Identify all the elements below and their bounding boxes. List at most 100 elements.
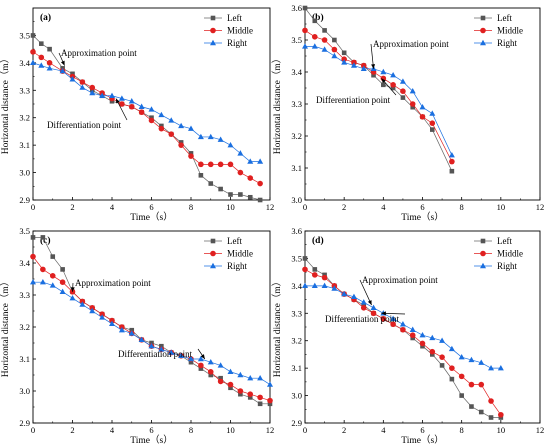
panel-label: (c) [40,235,51,246]
data-point-left [381,82,386,88]
series-line-left [32,35,261,201]
y-tick-label: 3.4 [19,58,30,68]
annotation-label: Differentiation point [47,120,122,130]
data-point-middle [311,34,318,40]
data-point-middle [89,84,96,91]
x-tick-label: 8 [460,425,464,435]
x-tick-label: 8 [189,202,193,212]
x-axis-label: Time（s） [130,211,172,223]
data-point-middle [400,88,406,94]
data-point-left [60,267,65,272]
data-point-right [237,371,244,378]
data-point-middle [302,266,308,273]
data-point-middle [321,274,328,281]
annotation-arrowhead [381,311,386,316]
y-tick-label: 3.1 [291,163,302,173]
chart-panel-0: 0 2 4 6 8 10 12 2.9 3.0 3.1 3.2 3.3 3.4 3.5 Time（s） Hor… [0,7,274,223]
data-point-right [321,282,328,289]
data-point-right [419,332,426,338]
x-tick-label: 12 [266,425,275,435]
data-point-right [331,285,338,291]
data-point-right [429,110,436,116]
data-point-right [390,72,397,78]
data-point-left [449,168,455,174]
data-point-right [497,364,504,371]
y-tick-label: 3.1 [19,354,30,364]
data-point-left [449,376,455,382]
data-point-right [38,62,45,68]
series-line-middle [304,269,502,415]
data-point-left [488,415,494,420]
data-point-middle [158,125,165,132]
x-tick-label: 10 [497,425,506,435]
annotation-label: Approximation point [373,39,449,49]
y-tick-label: 3.3 [291,99,302,109]
y-tick-label: 3.4 [291,67,302,77]
data-point-left [198,173,204,178]
data-point-right [158,111,165,118]
series-line-middle [32,256,271,401]
data-point-right [370,304,377,310]
y-tick-label: 3.0 [291,391,302,401]
y-tick-label: 3.2 [291,336,302,346]
data-point-right [302,43,308,49]
annotation-label: Differentiation point [316,95,391,105]
annotation-arrowhead [115,98,120,104]
x-tick-label: 6 [149,425,153,435]
data-point-middle [227,161,234,168]
data-point-right [247,375,254,381]
x-tick-label: 0 [31,202,35,212]
data-point-middle [168,131,175,137]
data-point-right [118,327,125,333]
data-point-left [478,409,484,415]
data-point-right [188,125,194,131]
x-tick-label: 2 [342,425,346,435]
data-point-right [360,65,367,71]
data-point-middle [341,56,347,62]
data-point-right [341,290,348,297]
x-tick-label: 2 [342,202,346,212]
legend-marker-middle [480,27,486,34]
data-point-left [429,127,435,132]
data-point-left [302,256,308,261]
x-tick-label: 0 [303,202,307,212]
data-point-middle [409,332,416,339]
data-point-middle [468,381,475,388]
legend-marker-right [480,39,486,46]
x-tick-label: 6 [420,202,424,212]
data-point-right [79,301,86,307]
data-point-left [341,50,347,56]
x-axis-label: Time（s） [130,434,172,446]
data-point-middle [30,49,36,55]
data-point-middle [237,169,244,176]
chart-panel-3: 0 2 4 6 8 10 12 2.9 3.0 3.1 3.2 3.3 3.4 3.5 3.6 Time（s）… [271,226,544,446]
legend-label-left: Left [227,13,242,23]
y-tick-label: 2.9 [19,418,30,428]
data-point-right [109,92,115,98]
data-point-left [247,194,253,200]
data-point-left [238,192,243,197]
annotation-arrowhead [60,60,65,66]
data-point-middle [311,272,318,278]
data-point-middle [217,378,224,385]
data-point-right [458,353,465,360]
data-point-right [488,364,495,371]
data-point-right [380,68,387,75]
data-point-middle [38,54,45,61]
data-point-middle [30,253,36,260]
data-point-right [448,345,455,352]
x-tick-label: 8 [189,425,193,435]
legend-marker-left [480,15,486,21]
y-tick-label: 3.1 [19,140,30,150]
data-point-right [302,282,308,289]
y-tick-label: 2.9 [291,418,302,428]
data-point-right [197,355,204,362]
data-point-middle [370,310,377,317]
legend-label-left: Left [497,13,512,23]
data-point-right [321,46,328,52]
data-point-right [109,320,115,326]
x-tick-label: 4 [381,202,386,212]
data-point-middle [429,120,436,126]
legend-label-left: Left [497,236,512,246]
